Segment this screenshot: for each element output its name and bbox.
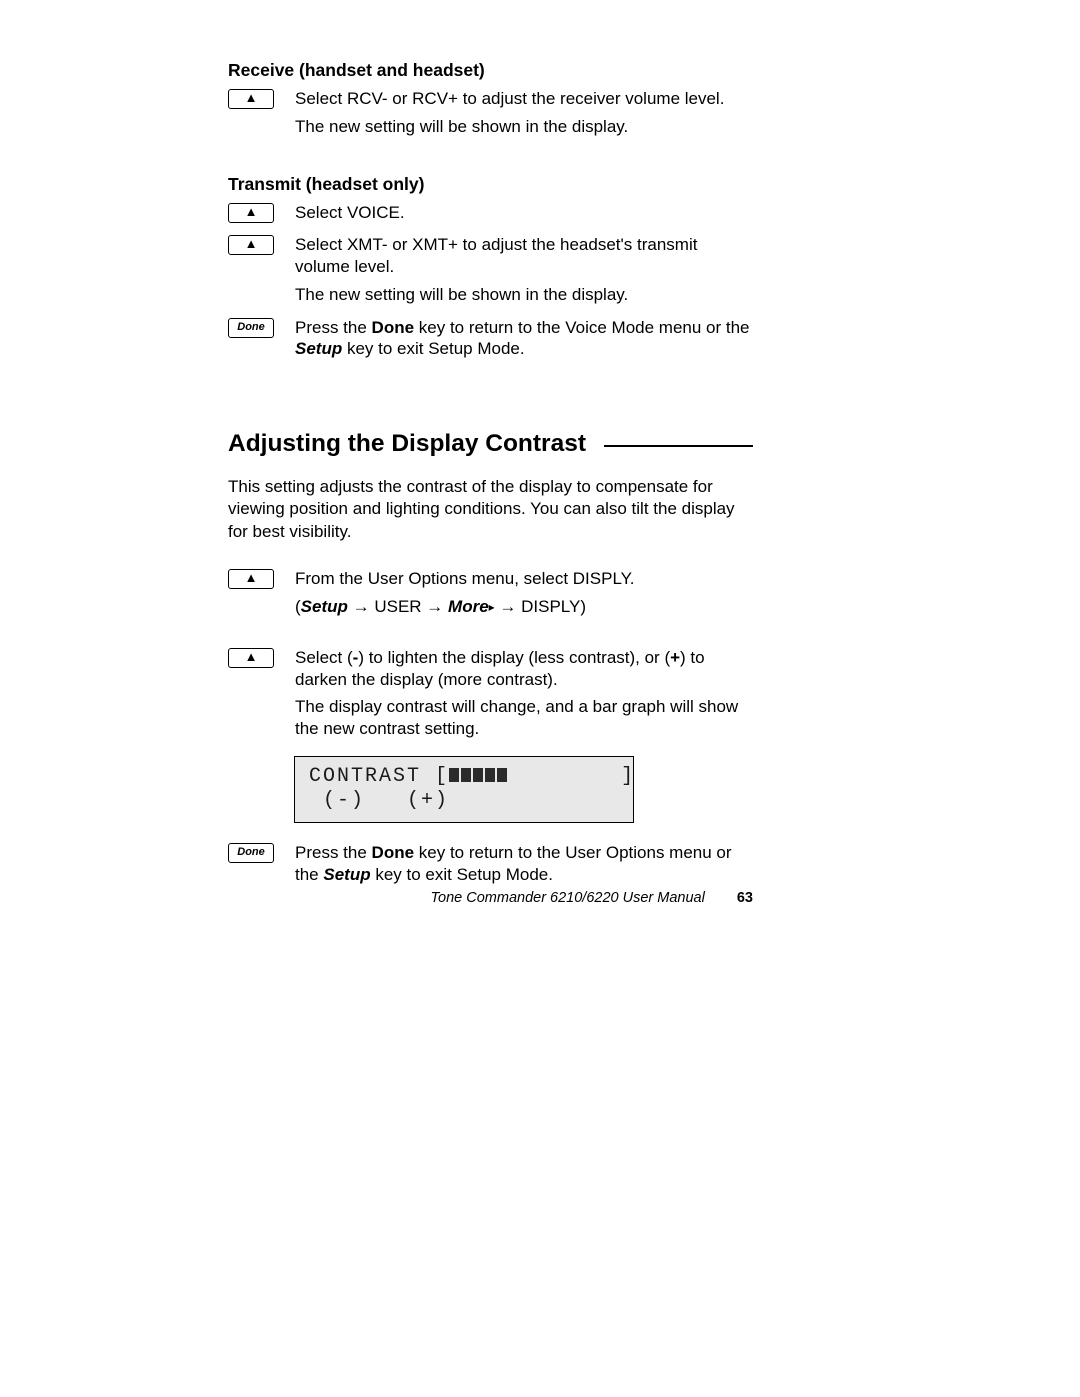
footer-page-number: 63: [737, 890, 753, 906]
step-row: ▲ From the User Options menu, select DIS…: [228, 567, 753, 624]
intro-paragraph: This setting adjusts the contrast of the…: [228, 476, 753, 543]
up-arrow-key-icon: ▲: [228, 569, 274, 589]
softkey-cell: ▲: [228, 646, 295, 668]
lcd-label: CONTRAST: [309, 765, 421, 788]
step-line: (Setup → USER → More▸ → DISPLY): [295, 596, 753, 618]
step-text: Press the Done key to return to the Voic…: [295, 316, 753, 367]
softkey-cell: ▲: [228, 87, 295, 109]
up-arrow-key-icon: ▲: [228, 89, 274, 109]
heading-text: Adjusting the Display Contrast: [228, 430, 586, 458]
subheading-receive: Receive (handset and headset): [228, 60, 753, 81]
step-line: Select VOICE.: [295, 202, 753, 224]
section-heading-contrast: Adjusting the Display Contrast: [228, 430, 753, 458]
footer-title: Tone Commander 6210/6220 User Manual: [431, 890, 705, 906]
step-text: Select (-) to lighten the display (less …: [295, 646, 753, 746]
lcd-bar-open: [: [435, 765, 449, 788]
up-arrow-key-icon: ▲: [228, 648, 274, 668]
step-line: Select RCV- or RCV+ to adjust the receiv…: [295, 88, 753, 110]
lcd-bar-graph: [449, 766, 509, 789]
subheading-transmit: Transmit (headset only): [228, 174, 753, 195]
up-arrow-key-icon: ▲: [228, 203, 274, 223]
lcd-row-1: CONTRAST [ ]: [309, 765, 619, 789]
step-text: Select VOICE.: [295, 201, 753, 230]
up-arrow-key-icon: ▲: [228, 235, 274, 255]
step-text: From the User Options menu, select DISPL…: [295, 567, 753, 624]
step-line: The display contrast will change, and a …: [295, 696, 753, 740]
step-line: Select (-) to lighten the display (less …: [295, 647, 753, 691]
step-row: ▲ Select (-) to lighten the display (les…: [228, 646, 753, 746]
softkey-cell: ▲: [228, 233, 295, 255]
step-line: The new setting will be shown in the dis…: [295, 284, 753, 306]
step-row: ▲ Select RCV- or RCV+ to adjust the rece…: [228, 87, 753, 144]
step-row: Done Press the Done key to return to the…: [228, 316, 753, 367]
step-row: ▲ Select VOICE.: [228, 201, 753, 230]
softkey-cell: Done: [228, 316, 295, 338]
lcd-bar-close: ]: [621, 765, 635, 788]
step-text: Select RCV- or RCV+ to adjust the receiv…: [295, 87, 753, 144]
step-text: Select XMT- or XMT+ to adjust the headse…: [295, 233, 753, 311]
softkey-cell: Done: [228, 841, 295, 863]
manual-page: Receive (handset and headset) ▲ Select R…: [0, 0, 1080, 1397]
step-text: Press the Done key to return to the User…: [295, 841, 753, 892]
page-footer: Tone Commander 6210/6220 User Manual 63: [0, 890, 1080, 906]
lcd-screen: CONTRAST [ ] (-) (+): [294, 756, 634, 823]
step-row: ▲ Select XMT- or XMT+ to adjust the head…: [228, 233, 753, 311]
lcd-row-2: (-) (+): [309, 789, 619, 812]
step-row: Done Press the Done key to return to the…: [228, 841, 753, 892]
step-line: Select XMT- or XMT+ to adjust the headse…: [295, 234, 753, 278]
heading-rule: [604, 445, 753, 447]
softkey-cell: ▲: [228, 567, 295, 589]
content-column: Receive (handset and headset) ▲ Select R…: [228, 60, 753, 891]
lcd-display: CONTRAST [ ] (-) (+): [294, 756, 634, 823]
step-line: Press the Done key to return to the User…: [295, 842, 753, 886]
lcd-bar-empty: [509, 765, 621, 788]
step-line: The new setting will be shown in the dis…: [295, 116, 753, 138]
step-line: From the User Options menu, select DISPL…: [295, 568, 753, 590]
softkey-cell: ▲: [228, 201, 295, 223]
done-key-icon: Done: [228, 318, 274, 338]
done-key-icon: Done: [228, 843, 274, 863]
step-line: Press the Done key to return to the Voic…: [295, 317, 753, 361]
